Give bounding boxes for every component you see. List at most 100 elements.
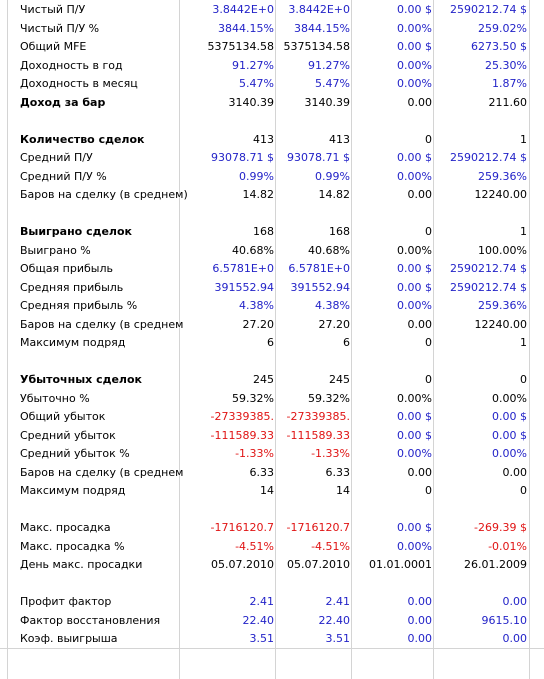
- table-row: Доходность в месяц 5.47% 5.47% 0.00% 1.87%: [0, 75, 544, 93]
- row-label: Общая прибыль: [20, 262, 113, 275]
- row-label: Баров на сделку (в среднем): [20, 188, 188, 201]
- row-label: Максимум подряд: [20, 484, 126, 497]
- row-label: Общий убыток: [20, 410, 106, 423]
- value-cell-col3: 0.00 $: [397, 428, 432, 442]
- value-cell-col1: 3140.39: [228, 95, 275, 109]
- table-row: Средний убыток % -1.33% -1.33% 0.00% 0.00%: [0, 445, 544, 463]
- value-cell-col3: 0.00 $: [397, 3, 432, 16]
- value-cell-col2: -4.51%: [311, 539, 350, 553]
- table-row: Средняя прибыль 391552.94 391552.94 0.00 $ 2…: [0, 279, 544, 297]
- value-cell-col3: 0.00: [407, 632, 433, 645]
- value-cell-col1: 05.07.2010: [211, 558, 274, 571]
- row-label: Доход за бар: [20, 95, 106, 109]
- value-cell-col4: 259.02%: [478, 21, 527, 35]
- value-cell-col3: 0.00 $: [397, 521, 432, 534]
- row-label: Количество сделок: [20, 132, 145, 146]
- value-cell-col4: 12240.00: [474, 317, 528, 331]
- value-cell-col1: 6.33: [249, 465, 275, 479]
- value-cell-col4: 259.36%: [478, 169, 527, 183]
- value-cell-col2: 3844.15%: [294, 21, 350, 35]
- value-cell-col3: 0.00%: [397, 169, 432, 183]
- value-cell-col2: 3140.39: [304, 95, 351, 109]
- value-cell-col4: 1: [520, 132, 527, 146]
- table-row: Баров на сделку (в среднем 6.33 6.33 0.00 0.…: [0, 464, 544, 482]
- value-cell-col2: -1.33%: [311, 447, 350, 460]
- value-cell-col3: 0: [425, 336, 432, 349]
- value-cell-col1: 6.5781E+0: [212, 262, 274, 275]
- value-cell-col3: 0.00 $: [397, 262, 432, 275]
- value-cell-col3: 0: [425, 484, 432, 497]
- value-cell-col4: 0.00%: [492, 391, 527, 405]
- value-cell-col1: 22.40: [242, 613, 275, 627]
- value-cell-col2: 6.5781E+0: [288, 262, 350, 275]
- value-cell-col2: 59.32%: [308, 391, 350, 405]
- value-cell-col4: 0: [520, 484, 527, 497]
- row-label: Выиграно %: [20, 243, 91, 257]
- value-cell-col2: 413: [329, 132, 350, 146]
- value-cell-col1: -1716120.7: [210, 521, 274, 534]
- grid-line: [7, 0, 8, 679]
- value-cell-col1: -4.51%: [235, 539, 274, 553]
- value-cell-col2: 391552.94: [290, 280, 351, 294]
- value-cell-col2: 27.20: [318, 317, 351, 331]
- value-cell-col4: 0.00 $: [492, 428, 527, 442]
- value-cell-col3: 0.00: [407, 188, 433, 201]
- value-cell-col2: 245: [329, 373, 350, 386]
- value-cell-col2: 6.33: [325, 465, 351, 479]
- row-label: Чистый П/У: [20, 3, 86, 16]
- table-row: Баров на сделку (в среднем) 14.82 14.82 0.0…: [0, 186, 544, 204]
- value-cell-col2: 3.51: [325, 632, 351, 645]
- value-cell-col3: 0.00 $: [397, 151, 432, 164]
- value-cell-col2: 5.47%: [315, 77, 350, 90]
- value-cell-col3: 0.00%: [397, 243, 432, 257]
- value-cell-col4: 211.60: [488, 95, 528, 109]
- row-label: Средняя прибыль %: [20, 299, 138, 312]
- value-cell-col2: 40.68%: [308, 243, 350, 257]
- value-cell-col3: 0.00%: [397, 447, 432, 460]
- value-cell-col2: 5375134.58: [283, 40, 350, 53]
- value-cell-col4: 0.00%: [492, 447, 527, 460]
- value-cell-col2: -1716120.7: [286, 521, 350, 534]
- value-cell-col4: 0.00: [502, 595, 528, 608]
- row-label: Общий MFE: [20, 40, 87, 53]
- table-row: Чистый П/У % 3844.15% 3844.15% 0.00% 259.02%: [0, 20, 544, 38]
- table-row: Профит фактор 2.41 2.41 0.00 0.00: [0, 593, 544, 611]
- grid-line: [179, 0, 180, 679]
- value-cell-col4: 6273.50 $: [471, 40, 527, 53]
- value-cell-col4: 9615.10: [481, 613, 528, 627]
- grid-line: [351, 0, 352, 679]
- table-row: Общий убыток -27339385. -27339385. 0.00 $ 0.…: [0, 408, 544, 426]
- value-cell-col1: 27.20: [242, 317, 275, 331]
- value-cell-col4: -269.39 $: [474, 521, 527, 534]
- value-cell-col3: 0.00%: [397, 391, 432, 405]
- table-row: Убыточных сделок 245 245 0 0: [0, 371, 544, 389]
- value-cell-col3: 0.00: [407, 317, 433, 331]
- table-row: Средний П/У % 0.99% 0.99% 0.00% 259.36%: [0, 168, 544, 186]
- table-row: Баров на сделку (в среднем 27.20 27.20 0.00…: [0, 316, 544, 334]
- value-cell-col1: -111589.33: [210, 428, 274, 442]
- value-cell-col4: 2590212.74 $: [450, 262, 527, 275]
- row-label: Доходность в год: [20, 58, 123, 72]
- value-cell-col3: 0.00%: [397, 539, 432, 553]
- value-cell-col4: 2590212.74 $: [450, 151, 527, 164]
- grid-line: [529, 0, 530, 679]
- value-cell-col4: 0: [520, 373, 527, 386]
- value-cell-col1: 413: [253, 132, 274, 146]
- value-cell-col1: 3.51: [249, 632, 275, 645]
- value-cell-col4: 26.01.2009: [464, 558, 527, 571]
- value-cell-col3: 0: [425, 225, 432, 238]
- value-cell-col4: -0.01%: [488, 539, 527, 553]
- value-cell-col2: 4.38%: [315, 299, 350, 312]
- table-row: Количество сделок 413 413 0 1: [0, 131, 544, 149]
- table-row: Максимум подряд 14 14 0 0: [0, 482, 544, 500]
- value-cell-col1: 2.41: [249, 595, 275, 608]
- row-label: Средний убыток: [20, 428, 116, 442]
- row-label: Фактор восстановления: [20, 613, 161, 627]
- table-row: Средняя прибыль % 4.38% 4.38% 0.00% 259.36%: [0, 297, 544, 315]
- table-row: Чистый П/У 3.8442E+0 3.8442E+0 0.00 $ 259021…: [0, 1, 544, 19]
- row-label: Средний убыток %: [20, 447, 130, 460]
- value-cell-col1: 4.38%: [239, 299, 274, 312]
- value-cell-col2: 168: [329, 225, 350, 238]
- value-cell-col2: 6: [343, 336, 350, 349]
